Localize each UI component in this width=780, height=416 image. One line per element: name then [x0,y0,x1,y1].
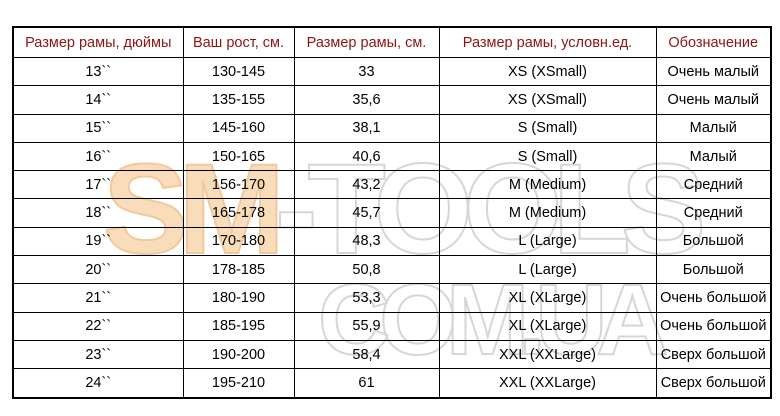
table-cell: XXL (XXLarge) [438,368,657,399]
table-row: 22`` 185-195 55,9 XL (XLarge) Очень большой [12,311,772,341]
table-row: 20`` 178-185 50,8 L (Large) Большой [12,255,772,285]
table-cell: 40,6 [293,141,440,172]
table-cell: XXL (XXLarge) [438,339,657,370]
table-cell: M (Medium) [438,198,657,228]
table-cell: Очень малый [655,85,772,115]
column-header: Размер рамы, дюймы [12,26,184,58]
column-header: Размер рамы, условн.ед. [438,26,657,58]
table-cell: 48,3 [293,226,440,257]
table-cell: 170-180 [182,226,295,257]
table-cell: XS (XSmall) [438,56,657,87]
table-cell: 55,9 [293,311,440,341]
table-header-row: Размер рамы, дюймы Ваш рост, см. Размер ра… [12,26,772,58]
table-cell: Большой [655,255,772,285]
table-row: 19`` 170-180 48,3 L (Large) Большой [12,226,772,257]
table-row: 21`` 180-190 53,3 XL (XLarge) Очень большой [12,283,772,313]
table-cell: 20`` [12,255,184,285]
table-cell: 53,3 [293,283,440,313]
table-cell: Сверх большой [655,339,772,370]
table-cell: 50,8 [293,255,440,285]
table-cell: XL (XLarge) [438,311,657,341]
table-cell: 23`` [12,339,184,370]
table-row: 16`` 150-165 40,6 S (Small) Малый [12,141,772,172]
table-cell: Малый [655,113,772,143]
table-cell: 16`` [12,141,184,172]
column-header: Ваш рост, см. [182,26,295,58]
table-cell: 156-170 [182,170,295,200]
table-cell: XS (XSmall) [438,85,657,115]
table-cell: 13`` [12,56,184,87]
table-cell: 195-210 [182,368,295,399]
table-cell: 38,1 [293,113,440,143]
table-cell: M (Medium) [438,170,657,200]
table-cell: S (Small) [438,141,657,172]
table-cell: S (Small) [438,113,657,143]
table-cell: 190-200 [182,339,295,370]
table-cell: 14`` [12,85,184,115]
table-cell: 180-190 [182,283,295,313]
frame-size-table: Размер рамы, дюймы Ваш рост, см. Размер ра… [12,26,772,399]
table-cell: 150-165 [182,141,295,172]
table-cell: 33 [293,56,440,87]
table-cell: Очень большой [655,311,772,341]
table-cell: 21`` [12,283,184,313]
table-cell: 185-195 [182,311,295,341]
table-cell: Очень большой [655,283,772,313]
column-header: Обозначение [655,26,772,58]
table-cell: Сверх большой [655,368,772,399]
table-row: 24`` 195-210 61 XXL (XXLarge) Сверх большой [12,368,772,399]
table-cell: Малый [655,141,772,172]
table-cell: Большой [655,226,772,257]
table-cell: 19`` [12,226,184,257]
table-cell: 17`` [12,170,184,200]
table-row: 18`` 165-178 45,7 M (Medium) Средний [12,198,772,228]
table-cell: 61 [293,368,440,399]
table-cell: 45,7 [293,198,440,228]
table-cell: 18`` [12,198,184,228]
table-cell: Очень малый [655,56,772,87]
table-cell: 130-145 [182,56,295,87]
table-cell: 15`` [12,113,184,143]
table-cell: 43,2 [293,170,440,200]
table-cell: 165-178 [182,198,295,228]
table-row: 23`` 190-200 58,4 XXL (XXLarge) Сверх большо… [12,339,772,370]
table-cell: Средний [655,198,772,228]
table-row: 15`` 145-160 38,1 S (Small) Малый [12,113,772,143]
table-cell: 58,4 [293,339,440,370]
column-header: Размер рамы, см. [293,26,440,58]
table-cell: 145-160 [182,113,295,143]
table-cell: 35,6 [293,85,440,115]
table-cell: 135-155 [182,85,295,115]
table-row: 14`` 135-155 35,6 XS (XSmall) Очень малый [12,85,772,115]
table-cell: L (Large) [438,255,657,285]
table-cell: L (Large) [438,226,657,257]
table-row: 17`` 156-170 43,2 M (Medium) Средний [12,170,772,200]
table-cell: 22`` [12,311,184,341]
table-row: 13`` 130-145 33 XS (XSmall) Очень малый [12,56,772,87]
table-cell: 178-185 [182,255,295,285]
table-cell: Средний [655,170,772,200]
table-cell: 24`` [12,368,184,399]
table-cell: XL (XLarge) [438,283,657,313]
